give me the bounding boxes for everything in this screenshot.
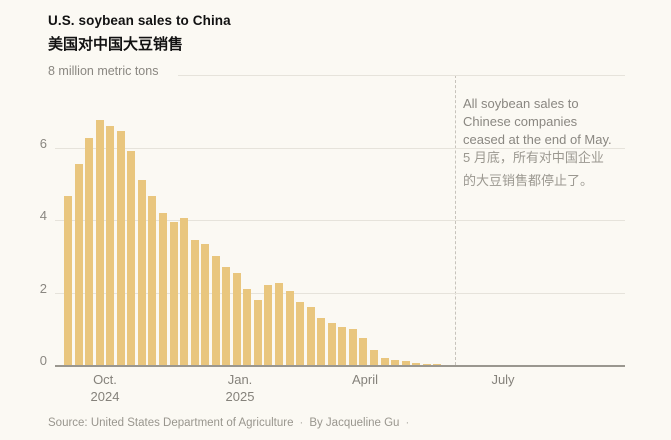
bar <box>423 364 431 365</box>
y-tick-label-0: 0 <box>39 353 47 368</box>
bar <box>191 240 199 365</box>
bar <box>85 138 93 365</box>
bar <box>412 363 420 365</box>
bar <box>254 300 262 365</box>
bar <box>233 273 241 365</box>
annotation-english: All soybean sales to Chinese companies c… <box>463 96 612 147</box>
x-tick-label: July <box>491 372 515 387</box>
plot-area: All soybean sales to Chinese companies c… <box>40 75 625 404</box>
bar <box>433 364 441 365</box>
chart-title: U.S. soybean sales to China <box>48 13 231 28</box>
bar <box>222 267 230 365</box>
gridline-2 <box>55 293 625 294</box>
bar <box>264 285 272 365</box>
bar <box>64 196 72 365</box>
bar <box>170 222 178 365</box>
y-tick-label-2: 2 <box>39 281 47 296</box>
bar <box>148 196 156 365</box>
bar <box>275 283 283 365</box>
annotation-chinese: 5 月底，所有对中国企业 的大豆销售都停止了。 <box>463 150 604 188</box>
bar <box>317 318 325 365</box>
bar <box>338 327 346 365</box>
source-line: Source: United States Department of Agri… <box>48 417 415 429</box>
bar <box>402 361 410 365</box>
bar <box>212 256 220 365</box>
bar <box>243 289 251 365</box>
gridline-4 <box>55 220 625 221</box>
y-tick-label-4: 4 <box>39 208 47 223</box>
chart-title-chinese: 美国对中国大豆销售 <box>48 36 184 53</box>
x-tick-label: Oct. 2024 <box>90 372 120 404</box>
source-text: Source: United States Department of Agri… <box>48 417 294 429</box>
bar <box>296 302 304 365</box>
bar <box>96 120 104 365</box>
bar <box>286 291 294 365</box>
bar <box>391 360 399 365</box>
bar <box>328 323 336 365</box>
bar <box>138 180 146 365</box>
gridline-6 <box>55 148 625 149</box>
bar <box>117 131 125 365</box>
gridline-8 <box>178 75 625 76</box>
bar <box>381 358 389 365</box>
y-axis-unit-label: 8 million metric tons <box>48 64 159 78</box>
x-axis-line <box>55 365 625 367</box>
bar <box>75 164 83 365</box>
bar <box>180 218 188 365</box>
bar <box>359 338 367 365</box>
separator-dot-2: · <box>405 417 410 429</box>
y-tick-label-6: 6 <box>39 136 47 151</box>
bar <box>349 329 357 365</box>
bar <box>159 213 167 365</box>
bar <box>201 244 209 365</box>
byline: By Jacqueline Gu <box>309 417 400 429</box>
x-tick-label: Jan. 2025 <box>225 372 255 404</box>
x-tick-label: April <box>351 372 379 387</box>
bar <box>106 126 114 365</box>
bar <box>127 151 135 365</box>
bar <box>307 307 315 365</box>
separator-dot: · <box>299 417 304 429</box>
bar <box>370 350 378 365</box>
